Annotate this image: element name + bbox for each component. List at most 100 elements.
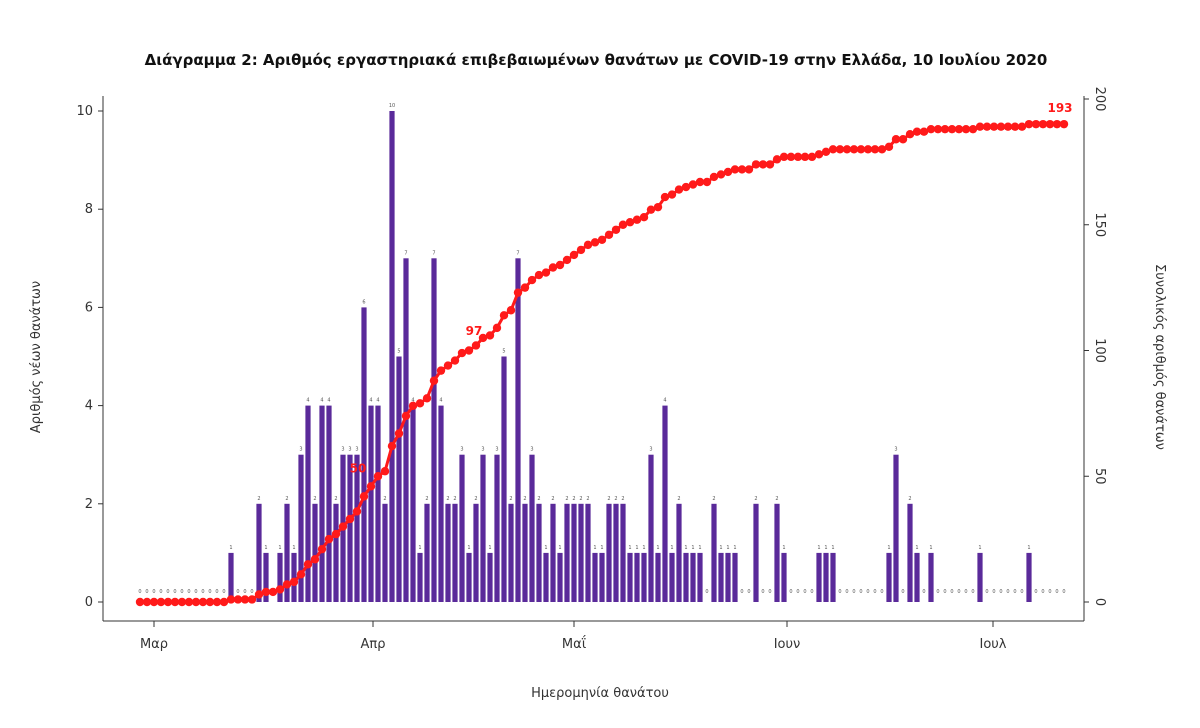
bar: [305, 405, 311, 602]
bar-value-label: 1: [593, 545, 596, 551]
cumulative-point: [1031, 119, 1041, 129]
bar: [683, 552, 689, 602]
cumulative-point: [408, 401, 418, 411]
bar-value-label: 1: [278, 545, 281, 551]
bar-value-label: 0: [208, 589, 211, 595]
cumulative-point: [674, 185, 684, 194]
bar-value-label: 0: [187, 589, 190, 595]
cumulative-point: [198, 597, 208, 607]
bar: [312, 503, 318, 602]
cumulative-point: [632, 215, 642, 224]
bar: [907, 503, 913, 602]
bar-value-label: 1: [978, 545, 981, 551]
bar: [550, 503, 556, 602]
cumulative-point: [534, 270, 544, 280]
bar: [634, 552, 640, 602]
cumulative-point: [772, 155, 782, 164]
bar: [641, 552, 647, 602]
bar-value-label: 1: [229, 545, 232, 551]
cumulative-point: [240, 595, 250, 604]
cumulative-point: [569, 250, 579, 260]
bar-value-label: 1: [292, 545, 295, 551]
cumulative-point: [282, 580, 292, 589]
bar: [319, 405, 325, 602]
bar: [326, 405, 332, 602]
bar-value-label: 2: [586, 496, 589, 502]
bar-value-label: 2: [537, 496, 540, 502]
bar-value-label: 0: [194, 589, 197, 595]
bar-value-label: 2: [614, 496, 617, 502]
cumulative-point: [177, 597, 187, 607]
bar-value-label: 0: [747, 589, 750, 595]
cumulative-point: [541, 268, 551, 277]
bar: [662, 405, 668, 602]
y-tick-label: 10: [76, 104, 93, 119]
cumulative-point: [933, 124, 943, 134]
cumulative-point: [604, 230, 614, 240]
bar: [501, 356, 507, 602]
cumulative-point: [639, 213, 649, 222]
cumulative-point: [667, 190, 677, 199]
bar-value-label: 1: [817, 545, 820, 551]
bar: [1026, 552, 1032, 602]
cumulative-point: [387, 441, 397, 451]
bar-value-label: 2: [453, 496, 456, 502]
y2-tick-label: 200: [1092, 87, 1107, 112]
bar: [774, 503, 780, 602]
bar-value-label: 1: [719, 545, 722, 551]
cumulative-point: [1010, 122, 1020, 131]
cumulative-point: [653, 202, 663, 212]
bar-value-label: 0: [950, 589, 953, 595]
x-tick-label: Ιουν: [774, 637, 801, 652]
bar: [557, 552, 563, 602]
bar-value-label: 1: [558, 545, 561, 551]
bar: [585, 503, 591, 602]
bar-value-label: 7: [516, 250, 519, 256]
bar-value-label: 2: [474, 496, 477, 502]
bar-value-label: 0: [1034, 589, 1037, 595]
bar: [361, 307, 367, 602]
cumulative-point: [436, 366, 446, 375]
bar-value-label: 2: [523, 496, 526, 502]
bar: [522, 503, 528, 602]
bar-value-label: 0: [873, 589, 876, 595]
bar-value-label: 0: [845, 589, 848, 595]
bar: [298, 454, 304, 602]
bar-value-label: 2: [551, 496, 554, 502]
bar: [697, 552, 703, 602]
bar-value-label: 3: [341, 447, 344, 453]
cumulative-point: [513, 288, 523, 297]
cumulative-point: [660, 192, 670, 202]
bar: [396, 356, 402, 602]
bar-value-label: 2: [607, 496, 610, 502]
bar-value-label: 0: [859, 589, 862, 595]
bar-value-label: 2: [425, 496, 428, 502]
bar: [410, 405, 416, 602]
cumulative-annotation-50: 50: [350, 461, 367, 475]
cumulative-point: [779, 152, 789, 162]
cumulative-point: [842, 145, 852, 154]
cumulative-point: [443, 361, 453, 370]
bar-value-label: 4: [439, 398, 442, 404]
cumulative-point: [261, 587, 271, 597]
bar-value-label: 1: [544, 545, 547, 551]
cumulative-point: [191, 597, 201, 607]
cumulative-point: [1017, 122, 1027, 131]
bar: [830, 552, 836, 602]
bar-value-label: 4: [376, 398, 379, 404]
bar: [781, 552, 787, 602]
cumulative-point: [849, 145, 859, 154]
cumulative-point: [891, 135, 901, 144]
cumulative-point: [380, 467, 390, 476]
cumulative-point: [303, 560, 313, 569]
bar: [431, 258, 437, 602]
bar-value-label: 1: [929, 545, 932, 551]
cumulative-point: [877, 145, 887, 154]
cumulative-point: [415, 399, 425, 408]
bar: [690, 552, 696, 602]
bar: [368, 405, 374, 602]
bar-value-label: 0: [964, 589, 967, 595]
bar: [473, 503, 479, 602]
bar-value-label: 3: [481, 447, 484, 453]
y-tick-label: 6: [85, 300, 93, 315]
